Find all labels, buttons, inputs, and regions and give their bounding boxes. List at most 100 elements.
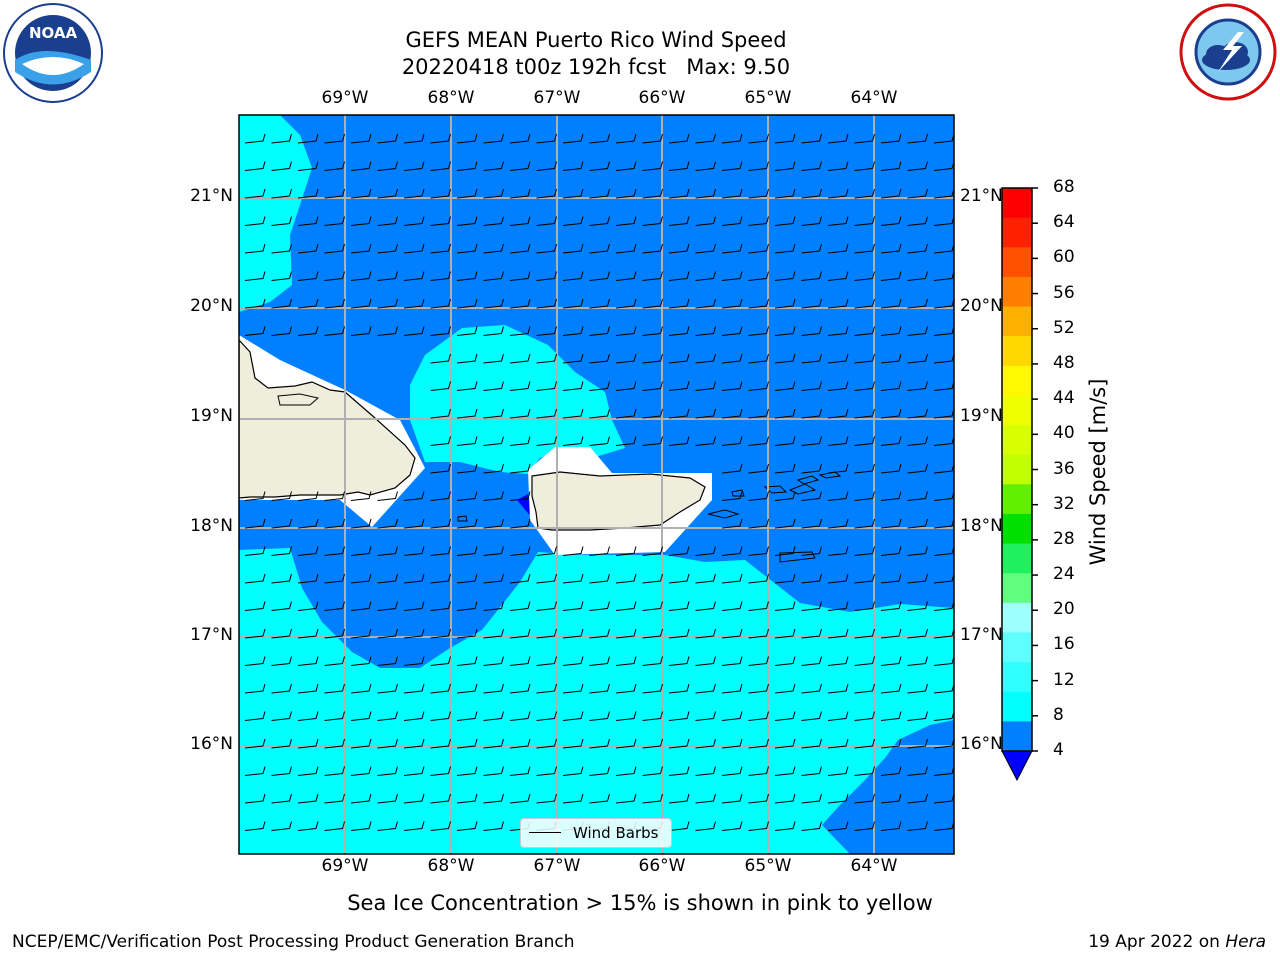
wind-barb — [880, 518, 902, 529]
wind-barb — [801, 628, 822, 639]
wind-barb — [668, 711, 690, 721]
wind-barb — [271, 628, 292, 639]
wind-barb — [907, 161, 928, 171]
wind-barb — [430, 546, 451, 556]
colorbar-title: Wind Speed [m/s] — [1086, 378, 1110, 566]
wind-barb — [456, 491, 478, 501]
wind-barb — [721, 518, 743, 529]
wind-barb — [430, 656, 451, 666]
wind-barb — [880, 628, 902, 639]
wind-barb — [297, 188, 319, 199]
wind-barb — [324, 766, 345, 776]
wind-barb — [271, 766, 292, 776]
wind-barb — [536, 628, 557, 639]
wind-barb — [271, 601, 292, 611]
wind-barb — [854, 656, 875, 666]
wind-barb — [774, 216, 796, 226]
wind-barb — [721, 188, 743, 199]
wind-barb — [880, 573, 902, 584]
wind-barb — [456, 463, 478, 474]
wind-barb — [297, 573, 319, 584]
wind-barb — [854, 738, 875, 749]
wind-barb — [827, 601, 849, 611]
wind-barb — [721, 656, 743, 666]
wind-barb — [721, 381, 743, 391]
wind-barb — [483, 381, 504, 391]
wind-barb — [642, 133, 663, 144]
wind-barb — [483, 188, 504, 199]
wind-barb — [748, 711, 769, 721]
wind-barb — [668, 408, 690, 419]
wind-barb — [509, 491, 531, 501]
wind-barb — [350, 518, 372, 529]
wind-barb — [350, 216, 372, 226]
wind-barb — [536, 381, 557, 391]
wind-barb — [509, 601, 531, 611]
wind-barb — [271, 546, 292, 556]
wind-barb — [668, 793, 690, 804]
wind-barb — [854, 298, 875, 309]
wind-barb — [880, 766, 902, 776]
wind-barb — [297, 546, 319, 556]
wind-barb — [403, 243, 425, 254]
lon-label-top-5: 64°W — [850, 88, 898, 108]
wind-barb — [562, 656, 584, 666]
lon-label-bottom-3: 66°W — [638, 856, 686, 876]
wind-barb — [801, 491, 822, 501]
wind-barb — [721, 546, 743, 556]
wind-barb — [907, 188, 928, 199]
wind-barb — [748, 161, 769, 171]
wind-barb — [854, 463, 875, 474]
wind-barb — [668, 133, 690, 144]
wind-barb — [297, 738, 319, 749]
wind-barb — [456, 133, 478, 144]
wind-barb — [483, 683, 504, 694]
wind-barb — [403, 326, 425, 336]
wind-barb — [801, 656, 822, 666]
wind-band-8-12-south — [239, 548, 954, 854]
wind-barb — [748, 436, 769, 446]
wind-barb-legend-sample — [529, 832, 561, 833]
wind-barb — [403, 683, 425, 694]
wind-barb — [456, 271, 478, 281]
wind-barb — [801, 518, 822, 529]
wind-barb — [615, 628, 637, 639]
mona-island — [457, 515, 468, 522]
wind-barb — [562, 546, 584, 556]
wind-barb — [244, 326, 266, 336]
wind-barb — [589, 766, 610, 776]
wind-barb — [801, 188, 822, 199]
wind-barb — [774, 738, 796, 749]
wind-barb — [297, 243, 319, 254]
wind-barb — [748, 298, 769, 309]
wind-barb — [483, 216, 504, 226]
wind-barb — [244, 793, 266, 804]
wind-barb — [483, 656, 504, 666]
colorbar-cell — [1002, 247, 1032, 278]
wind-barb — [483, 408, 504, 419]
wind-barb — [695, 381, 716, 391]
wind-barb — [271, 518, 292, 529]
wind-barb — [589, 436, 610, 446]
wind-barb — [695, 133, 716, 144]
wind-barb — [907, 601, 928, 611]
wind-barb — [668, 766, 690, 776]
wind-barb — [403, 518, 425, 529]
wind-barb — [615, 353, 637, 364]
wind-barb — [615, 436, 637, 446]
wind-barb — [562, 188, 584, 199]
wind-barb — [854, 793, 875, 804]
wind-barb — [907, 546, 928, 556]
wind-barb — [827, 491, 849, 501]
wind-barb — [589, 353, 610, 364]
wind-barb — [244, 546, 266, 556]
wind-barb — [509, 546, 531, 556]
wind-barb — [748, 188, 769, 199]
wind-barb — [350, 711, 372, 721]
wind-barb — [854, 326, 875, 336]
wind-barb — [827, 271, 849, 281]
wind-barb — [615, 546, 637, 556]
nws-logo — [1179, 3, 1277, 101]
wind-barb — [536, 683, 557, 694]
wind-barb — [483, 518, 504, 529]
